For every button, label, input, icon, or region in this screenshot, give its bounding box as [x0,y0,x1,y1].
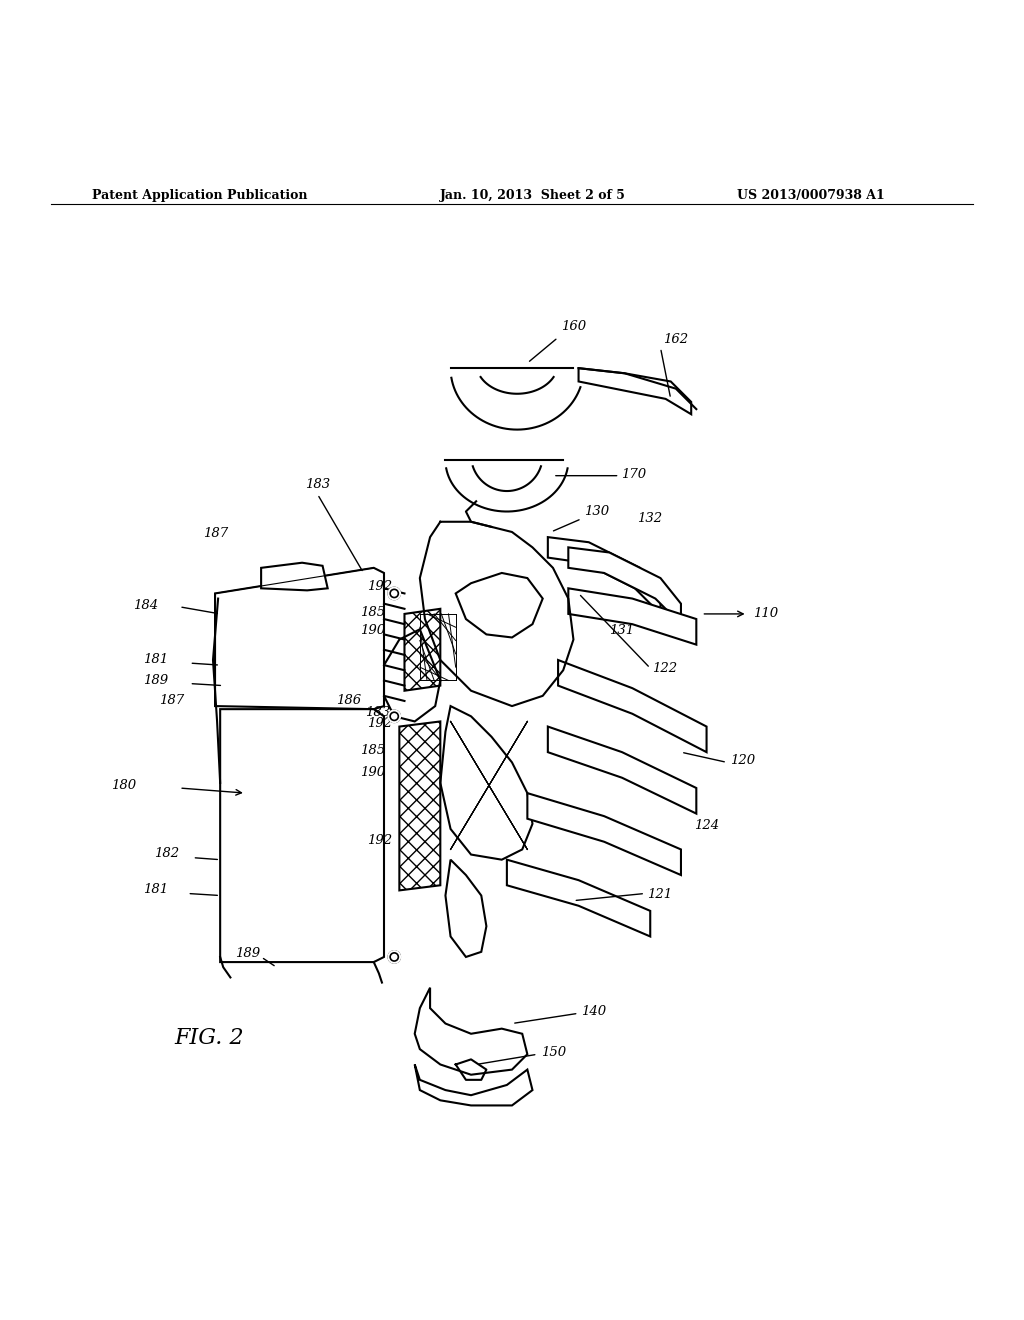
Polygon shape [415,987,527,1074]
Text: 192: 192 [367,717,392,730]
Polygon shape [440,706,532,859]
Polygon shape [215,568,384,709]
Text: 187: 187 [203,527,228,540]
Circle shape [388,710,400,722]
Text: 132: 132 [637,512,663,525]
Polygon shape [558,660,707,752]
Text: 122: 122 [652,663,678,676]
Polygon shape [568,589,696,644]
Text: 183: 183 [366,706,391,719]
Polygon shape [527,793,681,875]
Polygon shape [579,368,691,414]
Polygon shape [456,573,543,638]
Text: 160: 160 [561,321,587,333]
Polygon shape [445,859,486,957]
Circle shape [388,950,400,964]
Text: 120: 120 [730,755,756,767]
Text: 192: 192 [367,834,392,847]
Circle shape [388,950,400,964]
Text: 162: 162 [664,333,689,346]
Polygon shape [415,1064,532,1105]
Text: 190: 190 [360,624,386,638]
Text: 110: 110 [753,607,778,620]
Text: 192: 192 [367,581,392,594]
Text: 121: 121 [647,887,673,900]
Text: 185: 185 [360,744,386,758]
Circle shape [388,710,400,722]
Text: 185: 185 [360,606,386,619]
Text: 189: 189 [143,673,169,686]
Text: 140: 140 [581,1006,606,1018]
Text: US 2013/0007938 A1: US 2013/0007938 A1 [737,189,885,202]
Circle shape [388,587,400,599]
Text: 170: 170 [622,467,647,480]
Text: 190: 190 [360,766,386,779]
Polygon shape [548,537,660,614]
Text: 184: 184 [133,599,159,611]
Text: 180: 180 [111,779,136,792]
Text: 130: 130 [584,504,609,517]
Polygon shape [384,630,440,722]
Text: 181: 181 [143,883,169,896]
Polygon shape [507,859,650,936]
Text: FIG. 2: FIG. 2 [174,1027,244,1049]
Text: 131: 131 [609,624,635,638]
Text: 187: 187 [159,694,184,708]
Polygon shape [568,548,681,624]
Circle shape [388,587,400,599]
Text: 124: 124 [694,818,720,832]
Polygon shape [261,562,328,590]
Text: Patent Application Publication: Patent Application Publication [92,189,307,202]
Text: 150: 150 [541,1047,566,1059]
Text: 181: 181 [143,653,169,667]
Polygon shape [220,709,384,962]
Text: 182: 182 [154,846,179,859]
Polygon shape [548,726,696,813]
Text: 189: 189 [236,946,261,960]
Text: 183: 183 [305,478,331,491]
Text: 186: 186 [336,694,361,708]
Text: Jan. 10, 2013  Sheet 2 of 5: Jan. 10, 2013 Sheet 2 of 5 [440,189,627,202]
